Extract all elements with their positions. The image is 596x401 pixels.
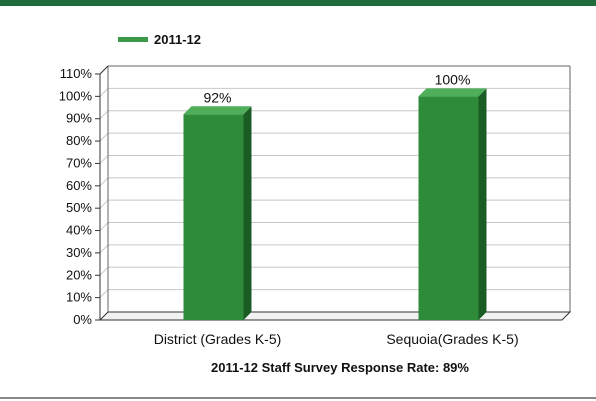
header-bar xyxy=(0,0,596,6)
bars xyxy=(183,88,487,320)
bar-top xyxy=(183,106,252,115)
data-label: 100% xyxy=(435,71,471,87)
grid-line-diagonal xyxy=(99,132,109,142)
grid-line-diagonal xyxy=(99,289,109,298)
labels: 0% 10% 20% 30% 40% 50% 60% 70% 80% 90% 100% 110% 92%… xyxy=(59,66,519,347)
y-tick-label: 70% xyxy=(66,155,92,170)
bar-top xyxy=(418,88,487,97)
grid-line-diagonal xyxy=(99,244,109,254)
bottom-rule xyxy=(0,397,596,399)
axes xyxy=(95,65,572,321)
y-tick-label: 30% xyxy=(66,245,92,260)
grid-line-diagonal xyxy=(99,155,109,164)
x-tick-label: Sequoia(Grades K-5) xyxy=(386,331,518,347)
grid-line-diagonal xyxy=(99,199,109,209)
bar-side xyxy=(243,106,252,320)
y-tick-label: 60% xyxy=(66,178,92,193)
data-label: 92% xyxy=(203,89,231,105)
grid-line-diagonal xyxy=(99,177,109,187)
grid-line-diagonal xyxy=(99,266,109,276)
bar-side xyxy=(478,88,487,320)
y-tick-label: 40% xyxy=(66,223,92,238)
legend: 2011-12 xyxy=(118,30,201,48)
x-tick-label: District (Grades K-5) xyxy=(154,331,282,347)
grid-lines xyxy=(99,65,570,321)
y-tick-label: 50% xyxy=(66,200,92,215)
grid-line-diagonal xyxy=(99,110,109,120)
y-tick-label: 100% xyxy=(59,88,93,103)
bar xyxy=(183,114,244,320)
y-tick-label: 80% xyxy=(66,133,92,148)
legend-label: 2011-12 xyxy=(154,31,201,47)
y-tick-label: 20% xyxy=(66,267,92,282)
x-axis-floor xyxy=(98,311,572,321)
x-axis-title: 2011-12 Staff Survey Response Rate: 89% xyxy=(211,360,469,375)
y-tick-label: 90% xyxy=(66,111,92,126)
grid-line-diagonal xyxy=(99,222,109,231)
y-tick-label: 0% xyxy=(73,312,92,327)
bar xyxy=(418,96,479,320)
y-tick-label: 110% xyxy=(60,66,93,81)
legend-swatch xyxy=(118,36,148,42)
y-tick-label: 10% xyxy=(66,290,92,305)
y-axis-top-edge xyxy=(99,65,109,75)
grid-line-diagonal xyxy=(99,88,109,97)
